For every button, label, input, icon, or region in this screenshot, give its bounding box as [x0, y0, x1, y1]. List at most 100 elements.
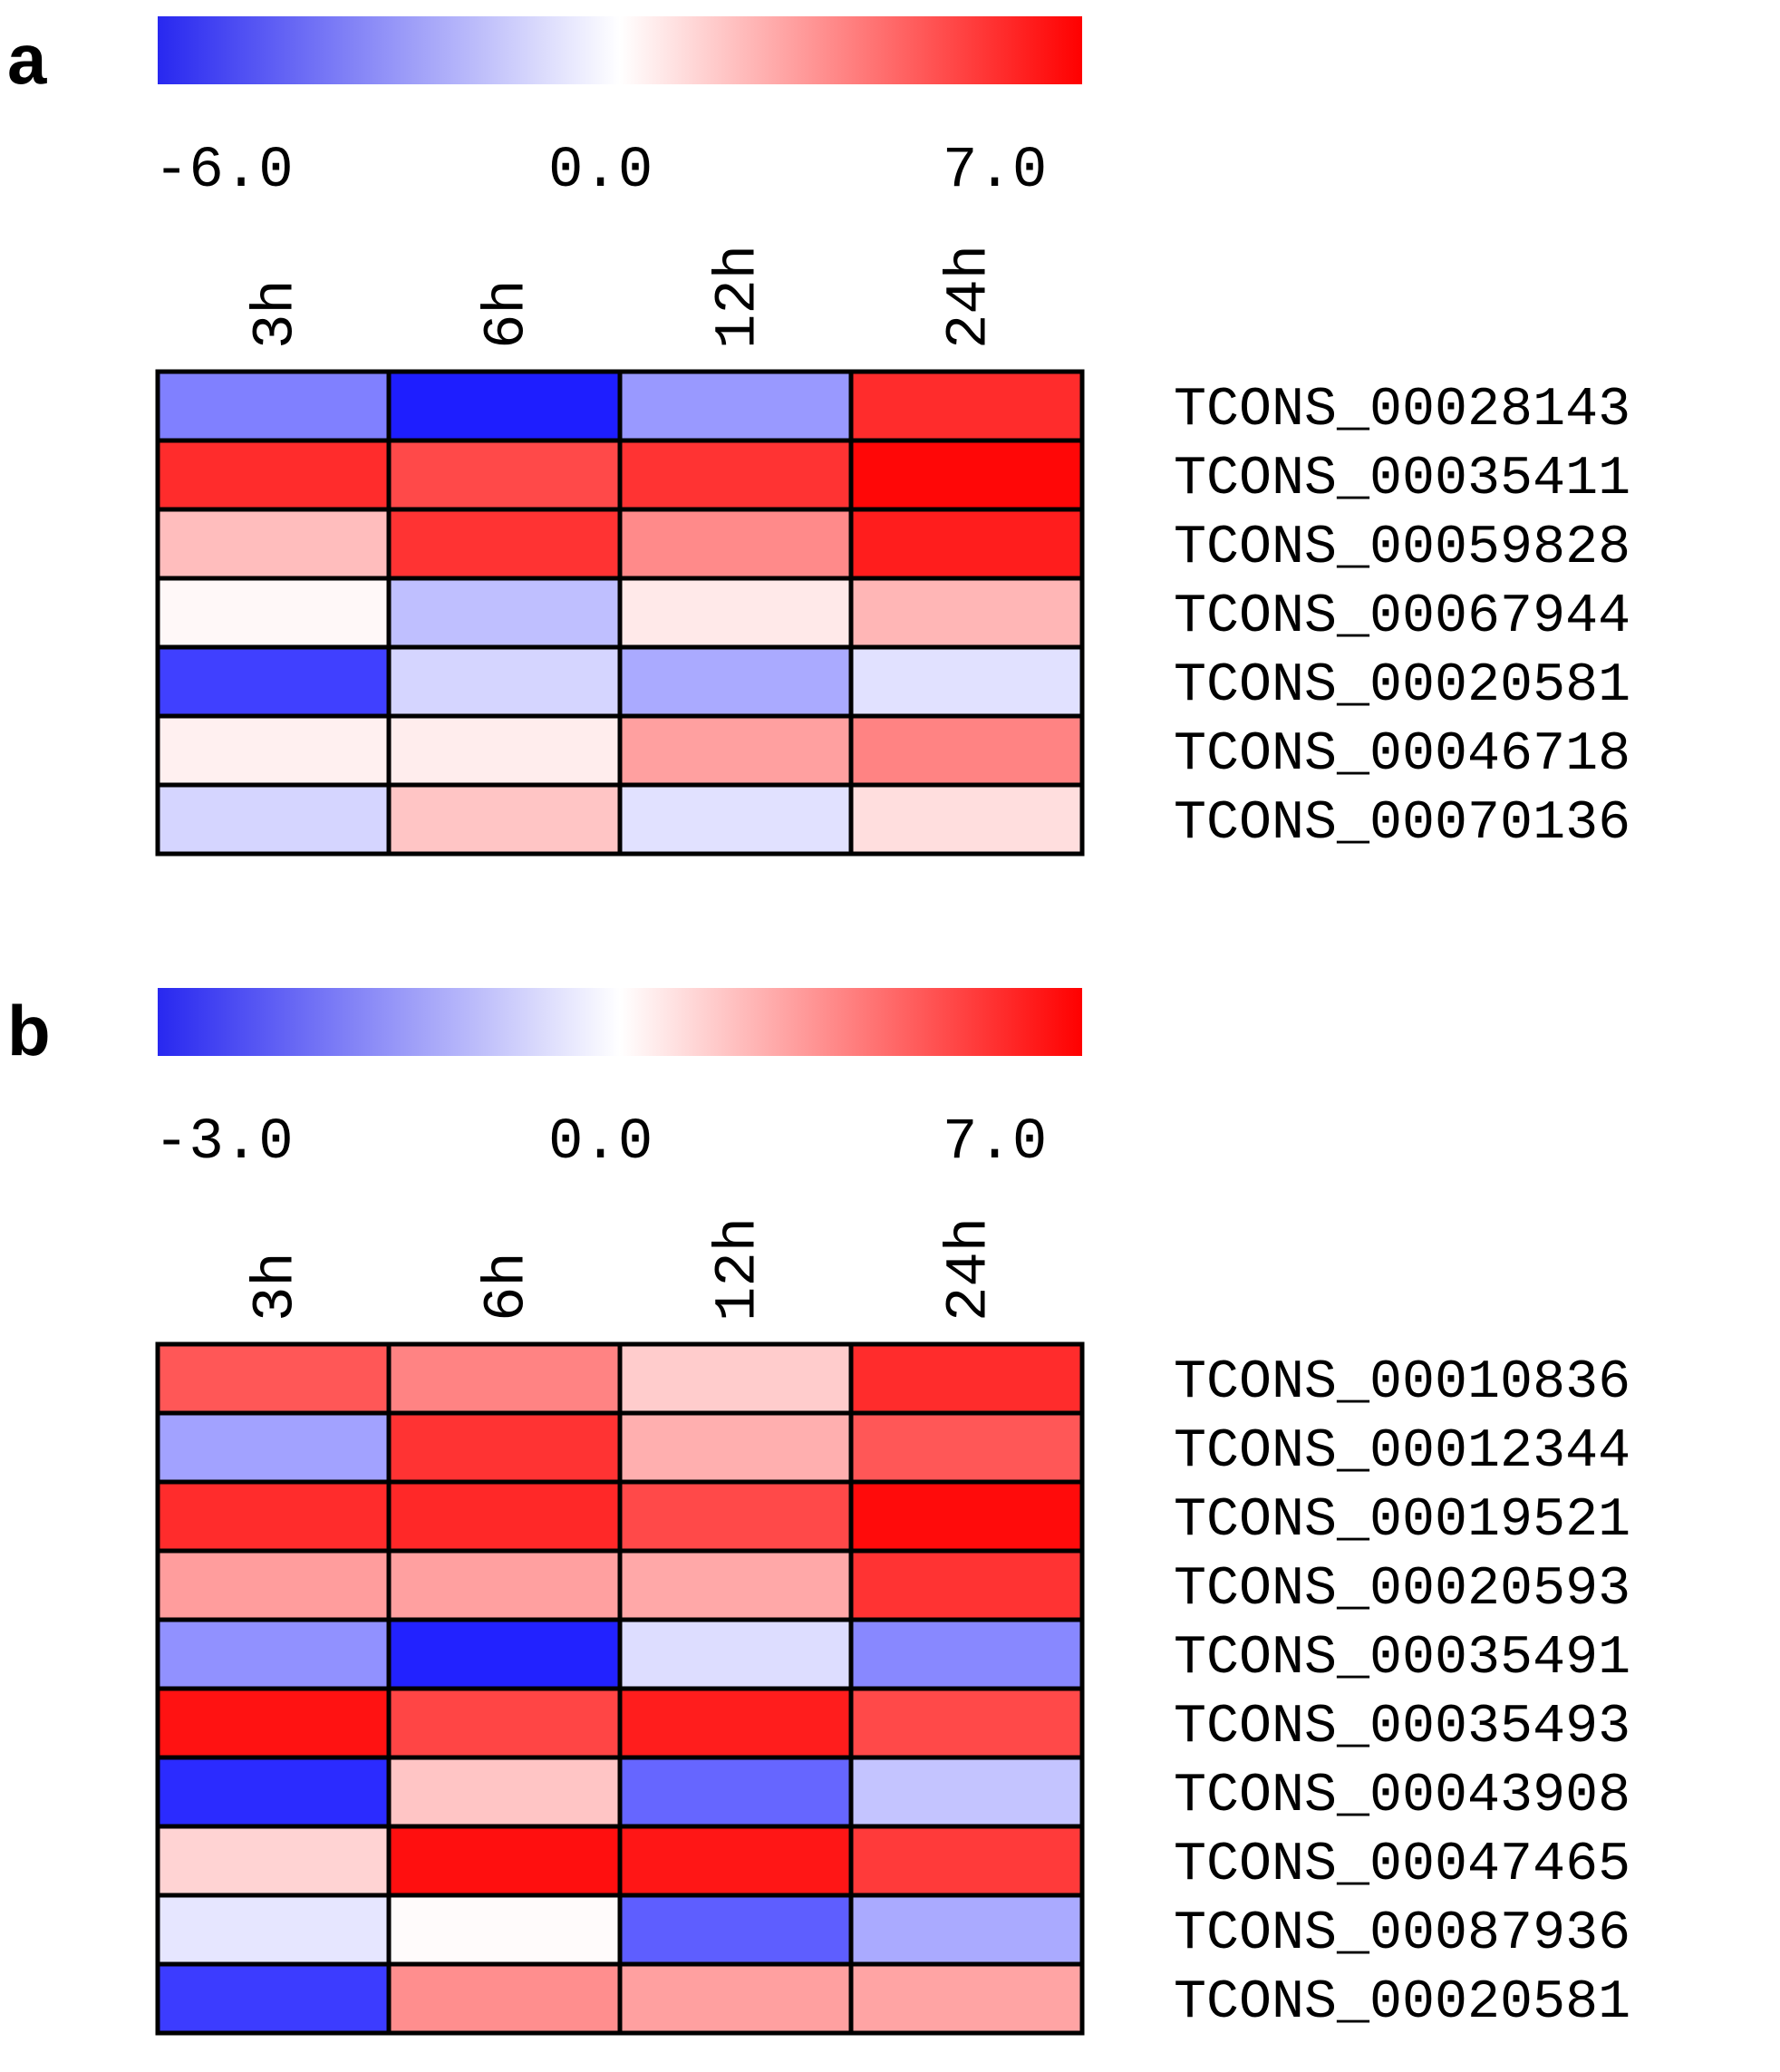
heatmap-cell [386, 1341, 623, 1416]
heatmap-cell [155, 1341, 392, 1416]
scale-mid-label-a: 0.0 [548, 139, 653, 204]
heatmap-cell [617, 507, 854, 581]
heatmap-cell [386, 507, 623, 581]
heatmap-cell [386, 782, 623, 857]
heatmap-cell [155, 1686, 392, 1760]
heatmap-cell [617, 1893, 854, 1967]
heatmap-cell [848, 1686, 1085, 1760]
heatmap-cell [848, 576, 1085, 650]
column-label: 12h [707, 1217, 772, 1322]
heatmap-grid-b [155, 1341, 1085, 2036]
heatmap-cell [617, 1410, 854, 1485]
heatmap-cell [617, 713, 854, 788]
column-label: 3h [245, 1252, 310, 1322]
heatmap-cell [617, 576, 854, 650]
heatmap-cell [386, 1548, 623, 1622]
heatmap-cell [386, 369, 623, 443]
row-label: TCONS_00020593 [1174, 1559, 1630, 1621]
column-labels-a: 3h 6h 12h 24h [245, 245, 1003, 349]
column-label: 6h [476, 1252, 541, 1322]
heatmap-cell [617, 1341, 854, 1416]
heatmap-cell [386, 1479, 623, 1554]
heatmap-cell [386, 438, 623, 512]
heatmap-cell [617, 1548, 854, 1622]
heatmap-cell [617, 1617, 854, 1691]
heatmap-cell [848, 1410, 1085, 1485]
heatmap-cell [155, 369, 392, 443]
panel-a: a -6.0 0.0 7.0 3h 6h 12h 24h TCONS_00028143… [7, 16, 1630, 857]
panel-label-a: a [7, 19, 47, 99]
row-label: TCONS_00020581 [1174, 655, 1630, 717]
heatmap-cell [155, 438, 392, 512]
scale-min-label-a: -6.0 [154, 139, 294, 204]
heatmap-cell [848, 1824, 1085, 1898]
row-label: TCONS_00047465 [1174, 1835, 1630, 1896]
heatmap-cell [155, 1755, 392, 1829]
heatmap-cell [386, 1824, 623, 1898]
heatmap-cell [617, 1961, 854, 2036]
row-label: TCONS_00028143 [1174, 380, 1630, 441]
heatmap-cell [848, 1617, 1085, 1691]
color-scale-bar-b [158, 988, 1082, 1056]
heatmap-cell [617, 644, 854, 719]
heatmap-cell [386, 1410, 623, 1485]
heatmap-cell [386, 1893, 623, 1967]
heatmap-cell [617, 1824, 854, 1898]
heatmap-cell [617, 1686, 854, 1760]
column-label: 3h [245, 279, 310, 349]
heatmap-cell [155, 1961, 392, 2036]
heatmap-cell [848, 1893, 1085, 1967]
heatmap-cell [386, 1617, 623, 1691]
heatmap-cell [155, 644, 392, 719]
heatmap-cell [848, 1479, 1085, 1554]
heatmap-cell [155, 507, 392, 581]
column-label: 24h [938, 1217, 1003, 1322]
column-label: 12h [707, 245, 772, 349]
heatmap-cell [155, 1617, 392, 1691]
heatmap-cell [386, 576, 623, 650]
heatmap-cell [617, 369, 854, 443]
heatmap-cell [848, 1341, 1085, 1416]
heatmap-cell [155, 782, 392, 857]
row-label: TCONS_00087936 [1174, 1903, 1630, 1965]
heatmap-cell [386, 1686, 623, 1760]
heatmap-cell [386, 713, 623, 788]
row-label: TCONS_00020581 [1174, 1972, 1630, 2034]
heatmap-cell [848, 1961, 1085, 2036]
heatmap-cell [848, 507, 1085, 581]
heatmap-cell [155, 576, 392, 650]
heatmap-cell [155, 1410, 392, 1485]
heatmap-cell [617, 438, 854, 512]
row-labels-a: TCONS_00028143 TCONS_00035411 TCONS_000598… [1174, 380, 1630, 855]
row-label: TCONS_00010836 [1174, 1352, 1630, 1414]
heatmap-cell [155, 1548, 392, 1622]
heatmap-cell [386, 1755, 623, 1829]
heatmap-cell [386, 644, 623, 719]
row-label: TCONS_00043908 [1174, 1766, 1630, 1827]
row-label: TCONS_00012344 [1174, 1421, 1630, 1483]
heatmap-grid-a [155, 369, 1085, 857]
heatmap-cell [155, 1479, 392, 1554]
heatmap-cell [617, 1755, 854, 1829]
heatmap-cell [386, 1961, 623, 2036]
heatmap-cell [617, 782, 854, 857]
heatmap-cell [848, 1755, 1085, 1829]
row-label: TCONS_00035491 [1174, 1628, 1630, 1690]
row-label: TCONS_00035411 [1174, 449, 1630, 510]
column-label: 6h [476, 279, 541, 349]
heatmap-cell [848, 713, 1085, 788]
row-label: TCONS_00019521 [1174, 1490, 1630, 1552]
scale-min-label-b: -3.0 [154, 1110, 294, 1176]
color-scale-bar-a [158, 16, 1082, 84]
row-label: TCONS_00035493 [1174, 1697, 1630, 1758]
heatmap-cell [155, 713, 392, 788]
row-label: TCONS_00059828 [1174, 518, 1630, 579]
scale-max-label-a: 7.0 [943, 139, 1047, 204]
row-label: TCONS_00046718 [1174, 724, 1630, 786]
scale-mid-label-b: 0.0 [548, 1110, 653, 1176]
row-label: TCONS_00067944 [1174, 586, 1630, 648]
row-labels-b: TCONS_00010836 TCONS_00012344 TCONS_000195… [1174, 1352, 1630, 2034]
scale-max-label-b: 7.0 [943, 1110, 1047, 1176]
heatmap-cell [617, 1479, 854, 1554]
